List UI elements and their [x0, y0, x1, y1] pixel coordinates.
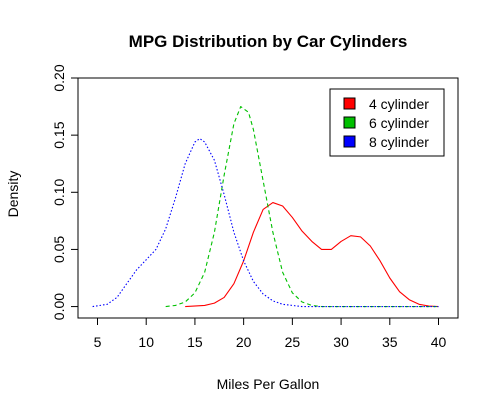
legend-label: 8 cylinder [369, 134, 429, 150]
y-axis-title: Density [5, 171, 21, 218]
x-tick-label: 15 [187, 334, 203, 350]
series-line-4-cylinder [185, 202, 439, 308]
y-tick-label: 0.15 [51, 121, 67, 148]
x-tick-label: 5 [94, 334, 102, 350]
x-tick-label: 10 [138, 334, 154, 350]
x-tick-label: 20 [236, 334, 252, 350]
y-tick-label: 0.00 [51, 293, 67, 320]
legend-swatch [343, 97, 356, 110]
x-axis-title: Miles Per Gallon [217, 376, 320, 392]
y-tick-label: 0.20 [51, 64, 67, 91]
x-tick-label: 40 [431, 334, 447, 350]
x-tick-label: 25 [285, 334, 301, 350]
plot-area: 5 10 15 20 25 30 35 40 0.00 0.05 0.10 0.15 0.20 4 cyl… [51, 64, 459, 350]
x-tick-label: 35 [382, 334, 398, 350]
x-tick-label: 30 [333, 334, 349, 350]
legend-label: 6 cylinder [369, 115, 429, 131]
plot-frame [77, 77, 459, 319]
y-tick-label: 0.05 [51, 236, 67, 263]
chart-title: MPG Distribution by Car Cylinders [129, 32, 408, 51]
y-tick-label: 0.10 [51, 178, 67, 205]
series-line-6-cylinder [165, 106, 439, 308]
series-line-8-cylinder [92, 138, 439, 308]
legend-swatch [343, 135, 356, 148]
legend-label: 4 cylinder [369, 96, 429, 112]
legend-swatch [343, 116, 356, 129]
